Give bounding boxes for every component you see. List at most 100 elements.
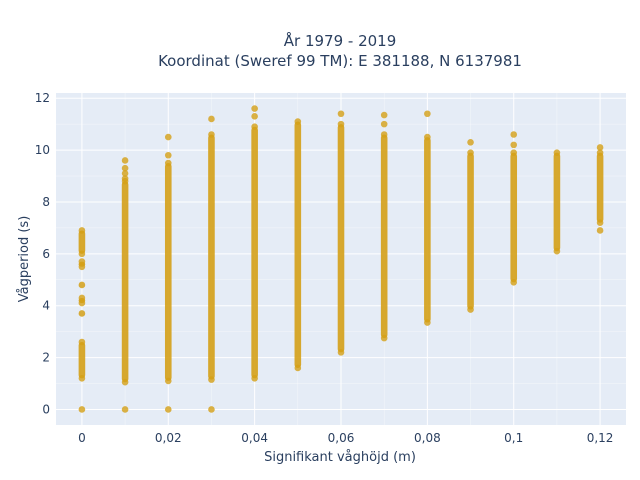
point-cluster	[164, 159, 172, 385]
scatter-point-band	[208, 134, 215, 380]
scatter-point	[121, 164, 129, 172]
scatter-point	[251, 113, 258, 120]
scatter-point	[337, 349, 345, 356]
scatter-point	[78, 281, 86, 289]
scatter-point	[78, 375, 86, 382]
x-tick-label: 0	[78, 431, 86, 445]
point-cluster	[424, 133, 431, 326]
scatter-point	[164, 406, 172, 413]
x-axis-title: Signifikant våghöjd (m)	[264, 450, 416, 465]
scatter-point-band	[553, 152, 561, 252]
scatter-point-band	[164, 163, 172, 381]
y-tick-label: 0	[42, 402, 50, 416]
scatter-point	[78, 258, 86, 265]
scatter-point	[467, 149, 474, 156]
chart-title-line2: Koordinat (Sweref 99 TM): E 381188, N 61…	[158, 52, 522, 70]
scatter-point	[424, 319, 431, 326]
scatter-point	[78, 338, 86, 346]
scatter-point-band	[78, 342, 86, 379]
x-tick-label: 0,1	[504, 431, 523, 445]
point-cluster	[78, 310, 86, 317]
scatter-point	[553, 149, 561, 156]
scatter-point-band	[251, 126, 258, 379]
scatter-point	[553, 247, 561, 255]
scatter-point	[78, 227, 86, 234]
point-cluster	[121, 177, 129, 386]
scatter-point	[78, 294, 86, 302]
x-tick-label: 0,06	[328, 431, 355, 445]
scatter-point	[164, 151, 172, 159]
scatter-point	[294, 364, 302, 372]
point-cluster	[208, 131, 215, 383]
scatter-point	[208, 376, 215, 383]
scatter-point	[121, 406, 129, 413]
scatter-point	[596, 219, 604, 226]
y-axis-ticks: 0 2 4 6 8 10 12	[35, 91, 50, 416]
point-cluster	[337, 120, 345, 356]
x-tick-label: 0,12	[587, 431, 614, 445]
scatter-point	[208, 115, 215, 123]
scatter-point	[596, 227, 604, 234]
point-cluster	[294, 118, 302, 372]
point-cluster	[78, 281, 86, 289]
y-tick-label: 4	[42, 299, 50, 313]
scatter-point	[78, 310, 86, 317]
scatter-point-band	[121, 181, 129, 383]
scatter-point	[596, 144, 604, 151]
scatter-point	[424, 110, 431, 118]
scatter-point	[424, 133, 431, 141]
scatter-point	[78, 263, 86, 271]
scatter-point	[510, 279, 518, 286]
scatter-point-band	[78, 230, 86, 254]
scatter-point	[121, 175, 129, 182]
y-tick-label: 8	[42, 195, 50, 209]
x-tick-label: 0,08	[414, 431, 441, 445]
scatter-point	[251, 123, 258, 131]
point-cluster	[596, 149, 604, 226]
y-tick-label: 6	[42, 247, 50, 261]
point-cluster	[553, 149, 561, 255]
scatter-point	[380, 111, 388, 119]
scatter-point	[208, 131, 215, 138]
point-cluster	[467, 149, 474, 313]
point-cluster	[251, 123, 258, 382]
scatter-point	[510, 131, 518, 138]
scatter-point	[121, 170, 129, 177]
scatter-point-band	[294, 121, 302, 368]
scatter-point	[510, 149, 518, 156]
scatter-point-band	[510, 152, 518, 283]
scatter-point	[121, 378, 129, 386]
x-axis-ticks: 0 0,02 0,04 0,06 0,08 0,1 0,12	[78, 431, 613, 445]
scatter-point	[251, 375, 258, 382]
scatter-point	[337, 110, 345, 118]
scatter-point-band	[380, 134, 388, 339]
scatter-point	[510, 141, 518, 149]
point-cluster	[380, 131, 388, 342]
scatter-point	[164, 159, 172, 167]
point-cluster	[78, 227, 86, 258]
scatter-point	[596, 149, 604, 156]
x-tick-label: 0,02	[155, 431, 182, 445]
y-tick-label: 2	[42, 351, 50, 365]
scatter-point-band	[424, 137, 431, 323]
scatter-point	[337, 120, 345, 128]
scatter-point	[380, 120, 388, 128]
scatter-point	[78, 299, 86, 307]
scatter-point	[467, 306, 474, 313]
scatter-point	[380, 131, 388, 138]
point-cluster	[78, 258, 86, 271]
y-tick-label: 10	[35, 143, 50, 157]
scatter-point	[78, 250, 86, 258]
scatter-point	[294, 118, 302, 125]
point-cluster	[78, 338, 86, 382]
scatter-point-band	[596, 152, 604, 223]
scatter-point	[121, 157, 129, 164]
x-tick-label: 0,04	[241, 431, 268, 445]
chart-title-line1: År 1979 - 2019	[284, 31, 397, 50]
point-cluster	[78, 294, 86, 307]
scatter-point	[251, 105, 258, 112]
scatter-point-band	[337, 124, 345, 353]
scatter-point	[208, 406, 215, 413]
y-axis-title: Vågperiod (s)	[17, 216, 32, 303]
